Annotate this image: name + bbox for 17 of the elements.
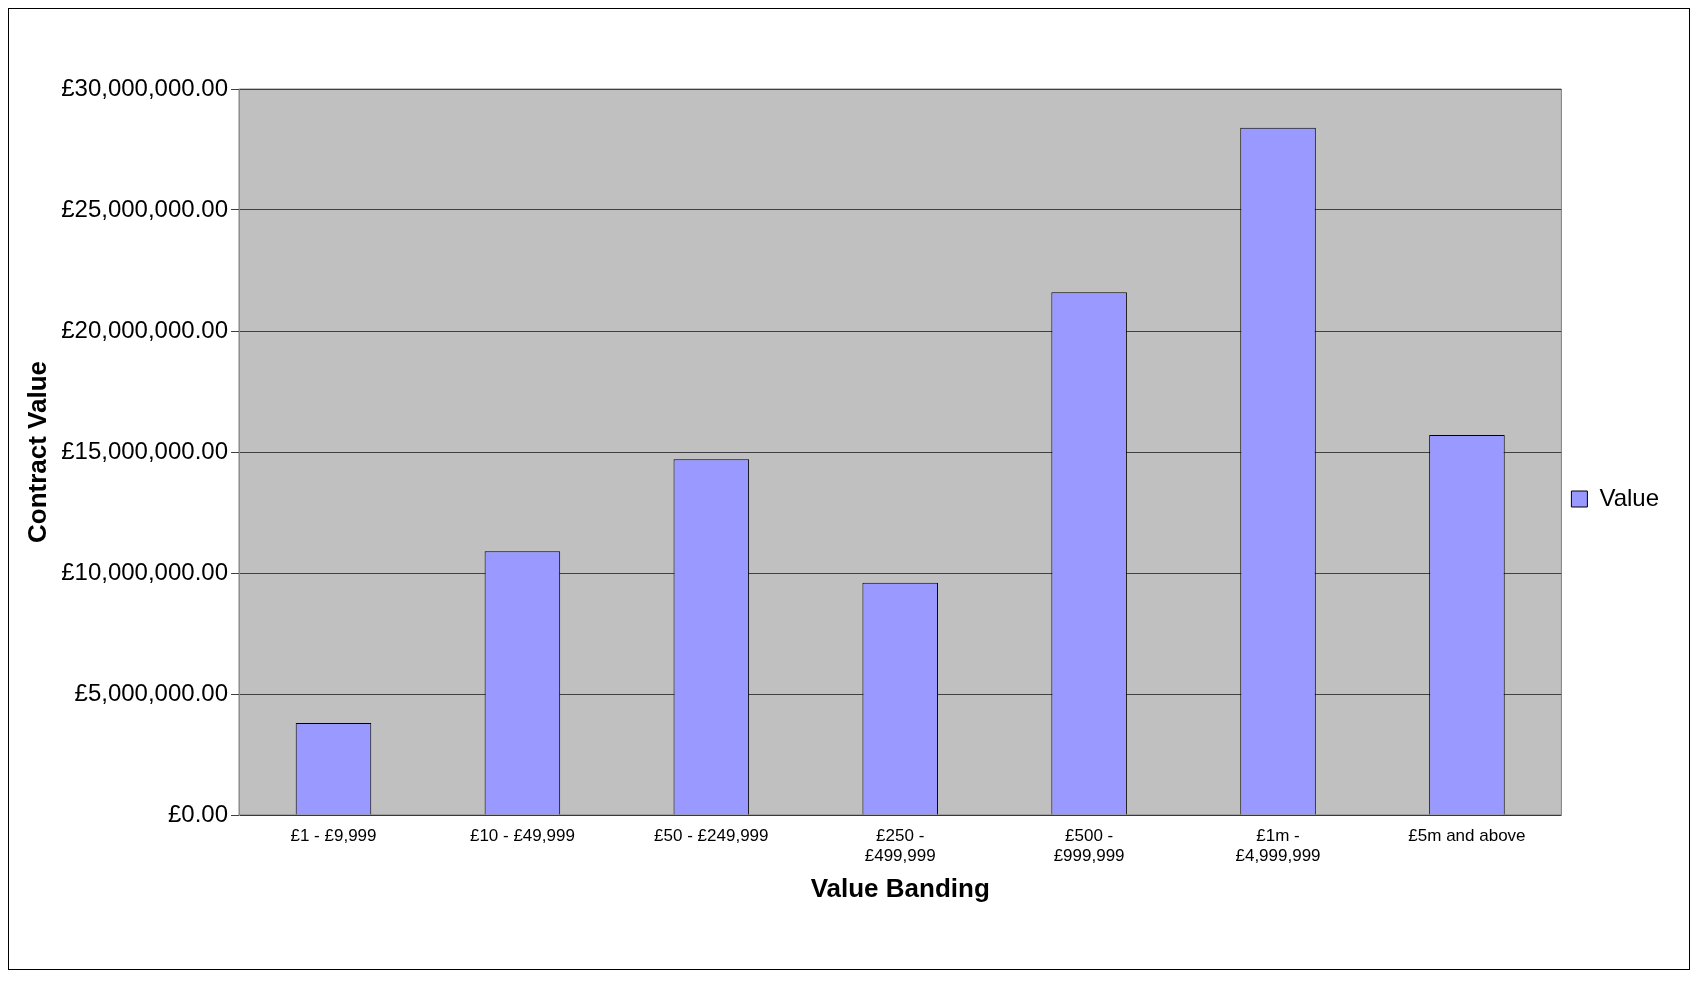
x-axis-title: Value Banding [810, 872, 990, 903]
y-tick-label: £15,000,000.00 [61, 436, 229, 464]
x-tick-label: £5m and above [1408, 825, 1526, 845]
y-tick-label: £20,000,000.00 [61, 315, 229, 343]
x-tick-label: £500 - £999,999 [1053, 825, 1125, 866]
legend-label: Value [1599, 483, 1660, 511]
x-tick-label: £1 - £9,999 [290, 825, 377, 845]
y-tick-label: £25,000,000.00 [61, 194, 229, 222]
x-tick-label: £250 - £499,999 [864, 825, 936, 866]
x-tick-label: £10 - £49,999 [469, 825, 575, 845]
y-axis-title: Contract Value [21, 360, 52, 544]
x-tick-label: £1m - £4,999,999 [1235, 825, 1321, 866]
y-tick-label: £10,000,000.00 [61, 557, 229, 585]
x-tick-label: £50 - £249,999 [654, 825, 769, 845]
y-tick-label: £0.00 [167, 799, 229, 827]
y-tick-label: £30,000,000.00 [61, 73, 229, 101]
y-tick-label: £5,000,000.00 [74, 678, 229, 706]
